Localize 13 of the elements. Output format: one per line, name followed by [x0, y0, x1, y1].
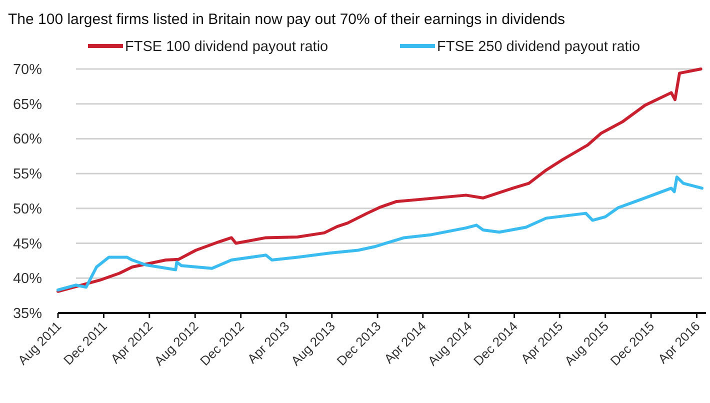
- legend-label: FTSE 250 dividend payout ratio: [437, 39, 640, 55]
- y-tick-label: 70%: [12, 62, 42, 78]
- y-tick-label: 40%: [12, 271, 42, 288]
- y-tick-label: 50%: [12, 201, 42, 218]
- y-tick-label: 65%: [12, 96, 42, 113]
- y-tick-label: 45%: [12, 236, 42, 252]
- y-tick-label: 35%: [12, 306, 42, 322]
- line-series: [56, 68, 702, 293]
- line-series: [56, 176, 704, 292]
- chart-subtitle: The 100 largest firms listed in Britain now pay out 70% of their earnings in dividends: [8, 11, 565, 28]
- y-tick-label: 60%: [12, 132, 42, 148]
- legend-label: FTSE 100 dividend payout ratio: [125, 39, 328, 55]
- y-tick-label: 55%: [12, 166, 42, 183]
